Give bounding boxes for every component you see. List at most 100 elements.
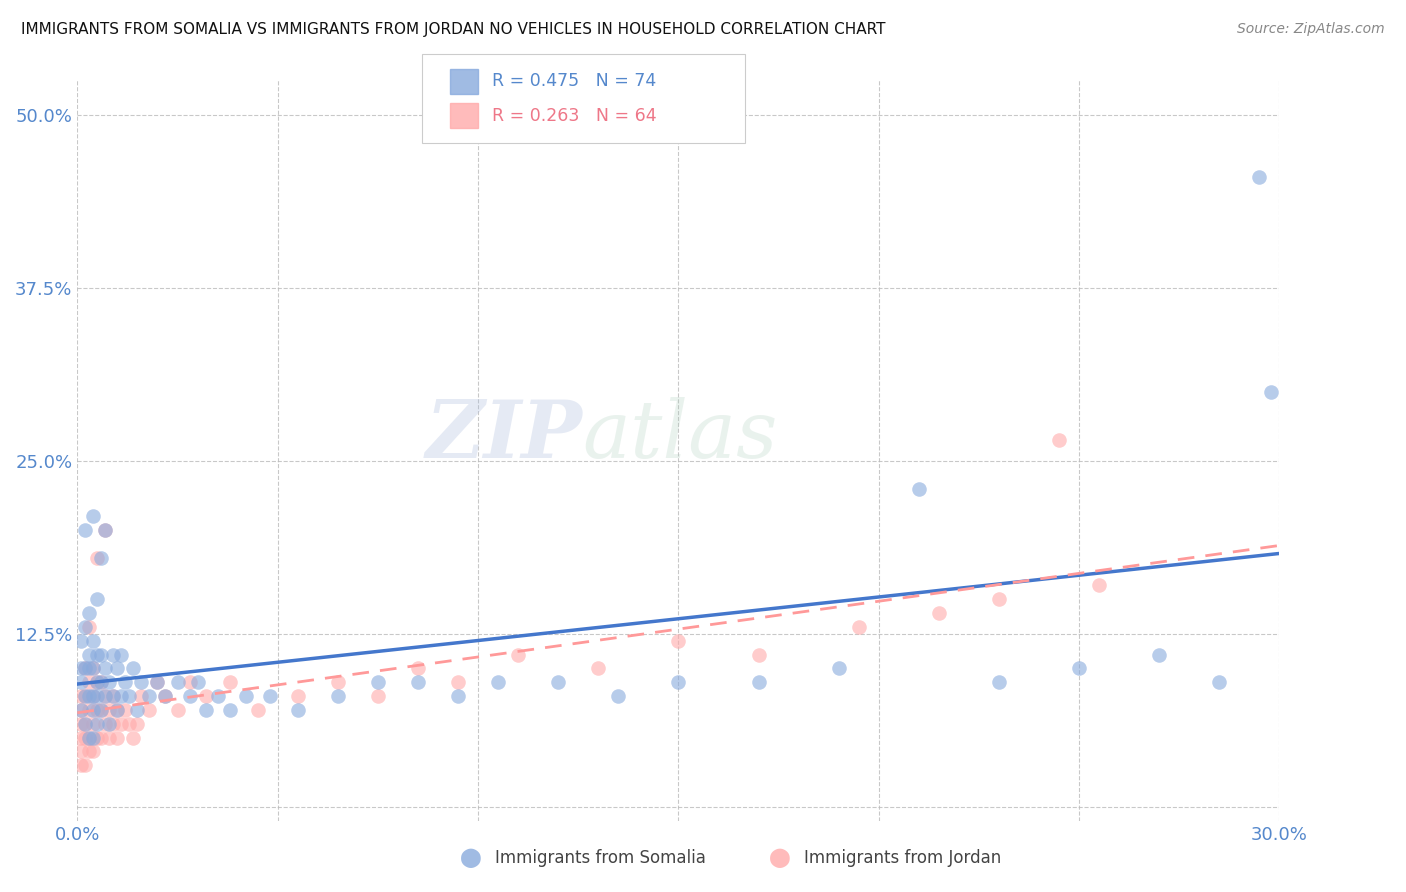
Point [79,689,101,703]
Point [668,633,690,648]
Point [75,716,97,731]
Point [107,731,129,745]
Point [82,703,104,717]
Point [179,689,201,703]
Point [75,620,97,634]
Point [326,689,349,703]
Point [86,703,108,717]
Point [367,689,389,703]
Point [118,716,141,731]
Text: R = 0.475   N = 74: R = 0.475 N = 74 [492,72,657,90]
Point [447,689,470,703]
Point [82,744,104,758]
Point [79,661,101,675]
Text: ⬤: ⬤ [769,848,792,868]
Point [75,661,97,675]
Point [90,550,112,565]
Point [166,675,188,690]
Point [110,689,132,703]
Point [75,689,97,703]
Point [107,661,129,675]
Point [82,509,104,524]
Text: ZIP: ZIP [426,397,582,475]
Point [668,675,690,690]
Point [70,689,93,703]
Point [1260,384,1282,399]
Point [114,703,136,717]
Point [179,675,201,690]
Point [98,731,121,745]
Point [508,648,530,662]
Point [367,675,389,690]
Point [114,675,136,690]
Point [70,731,93,745]
Point [988,675,1011,690]
Point [90,675,112,690]
Point [235,689,257,703]
Point [98,675,121,690]
Point [138,689,160,703]
Point [86,689,108,703]
Point [218,703,240,717]
Point [94,523,117,537]
Text: atlas: atlas [582,397,778,475]
Point [607,689,630,703]
Point [1047,433,1070,447]
Point [146,675,169,690]
Point [103,716,125,731]
Point [406,661,429,675]
Point [79,744,101,758]
Point [98,716,121,731]
Point [70,716,93,731]
Point [287,689,309,703]
Point [107,703,129,717]
Point [287,703,309,717]
Point [127,716,149,731]
Point [86,592,108,607]
Y-axis label: No Vehicles in Household: No Vehicles in Household [0,345,4,556]
Point [1088,578,1111,592]
Point [94,716,117,731]
Point [86,731,108,745]
Point [118,689,141,703]
Point [90,648,112,662]
Point [1149,648,1171,662]
Point [486,675,509,690]
Point [155,689,177,703]
Point [82,633,104,648]
Point [988,592,1011,607]
Point [218,675,240,690]
Point [146,675,169,690]
Point [79,731,101,745]
Point [82,661,104,675]
Point [70,675,93,690]
Point [70,758,93,772]
Point [447,675,470,690]
Point [70,661,93,675]
Point [1208,675,1230,690]
Point [82,731,104,745]
Point [207,689,229,703]
Point [90,703,112,717]
Point [246,703,269,717]
Point [79,703,101,717]
Point [186,675,209,690]
Point [406,675,429,690]
Point [155,689,177,703]
Point [848,620,870,634]
Point [103,689,125,703]
Text: Source: ZipAtlas.com: Source: ZipAtlas.com [1237,22,1385,37]
Text: ⬤: ⬤ [460,848,482,868]
Point [75,661,97,675]
Point [86,675,108,690]
Point [1069,661,1091,675]
Point [79,620,101,634]
Point [138,703,160,717]
Point [75,689,97,703]
Point [86,675,108,690]
Point [79,606,101,620]
Point [90,703,112,717]
Point [90,675,112,690]
Point [82,689,104,703]
Point [82,689,104,703]
